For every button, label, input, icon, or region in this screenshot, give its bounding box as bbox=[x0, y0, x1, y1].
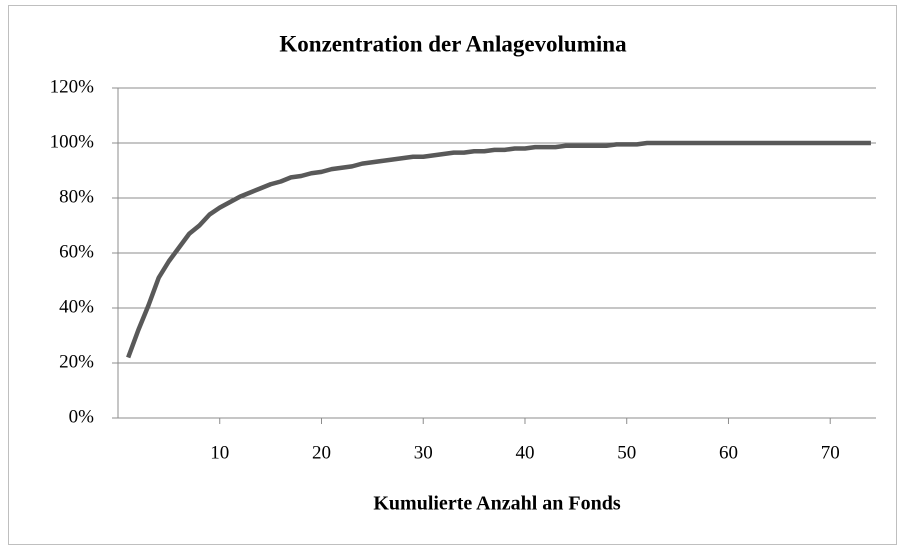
x-tick-label: 10 bbox=[210, 442, 229, 463]
y-tick-label: 40% bbox=[59, 296, 94, 317]
data-line bbox=[126, 140, 871, 359]
x-tick-label: 30 bbox=[414, 442, 433, 463]
y-tick-label: 80% bbox=[59, 186, 94, 207]
chart-title: Konzentration der Anlagevolumina bbox=[279, 31, 627, 56]
y-tick-label: 100% bbox=[50, 131, 95, 152]
chart-border bbox=[8, 5, 897, 545]
y-tick-label: 120% bbox=[50, 76, 95, 97]
y-tick-label: 20% bbox=[59, 351, 94, 372]
x-axis-label: Kumulierte Anzahl an Fonds bbox=[373, 493, 620, 515]
x-tick-label: 50 bbox=[617, 442, 636, 463]
x-tick-label: 40 bbox=[515, 442, 534, 463]
y-tick-label: 60% bbox=[59, 241, 94, 262]
x-tick-label: 60 bbox=[719, 442, 738, 463]
x-tick-label: 70 bbox=[821, 442, 840, 463]
x-tick-label: 20 bbox=[312, 442, 331, 463]
y-tick-label: 0% bbox=[69, 406, 95, 427]
